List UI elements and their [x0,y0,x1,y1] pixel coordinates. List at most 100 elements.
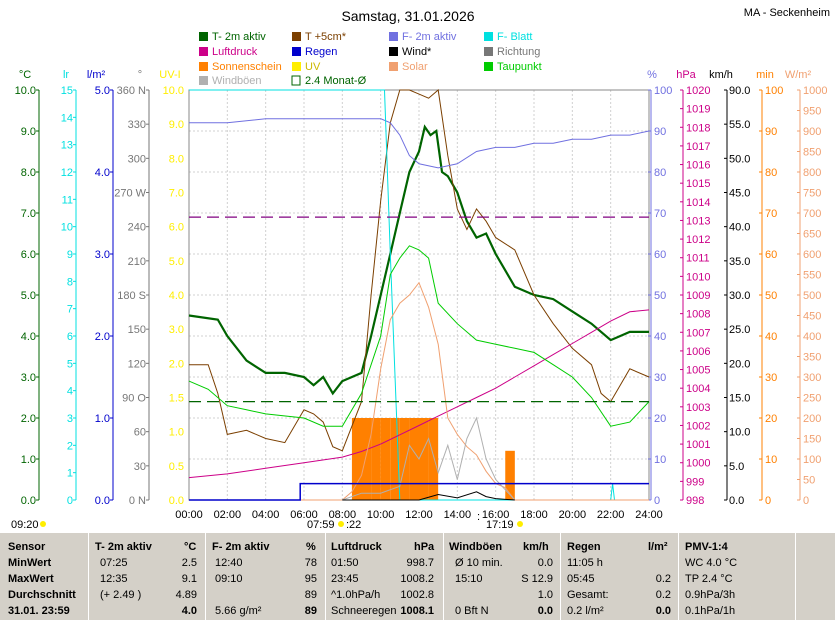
pressure-tick-label: 1004 [686,383,710,395]
summary-cell-w-time: Ø 10 min. [455,557,503,569]
axis-scales: 10.09.08.07.06.05.04.03.02.01.00.0151413… [15,69,828,521]
sunshine-bar [399,418,410,500]
time-tick-label: 06:00 [290,509,318,521]
pressure-tick-label: 1009 [686,290,710,302]
temperature-tick-label: 9.0 [21,126,36,138]
sunshine-minutes-tick-label: 60 [765,249,777,261]
summary-cell-p-val: 998.7 [406,557,434,569]
pressure-tick-label: 1006 [686,346,710,358]
axis-unit-label: °C [19,69,31,81]
moon-time-3: : [477,511,480,523]
legend-entry: Solar [389,61,428,73]
solar-radiation-tick-label: 750 [803,188,821,200]
legend-entry: Regen [292,46,337,58]
series-line-wind- [342,491,515,501]
rain-axis: 5.0 4.0 3.0 2.0 1.0 0.0 [95,85,114,507]
humidity-tick-label: 100 [654,85,672,97]
summary-cell-t-time: 07:25 [100,557,128,569]
axis-unit-label: W/m² [785,69,812,81]
column-divider [88,533,89,620]
legend-label: T +5cm* [305,31,347,43]
summary-cell-p-val: 1008.1 [400,605,434,617]
sunshine-bar [351,418,362,500]
humidity-tick-label: 30 [654,372,666,384]
temperature-tick-label: 0.0 [21,495,36,507]
legend-entry: Windböen [199,75,262,87]
solar-radiation-tick-label: 350 [803,352,821,364]
legend-swatch [484,47,493,56]
uv-index-tick-label: 4.0 [169,290,184,302]
wind-speed-tick-label: 40.0 [729,222,750,234]
uv-index-tick-label: 0.5 [169,461,184,473]
header-humidity: F- 2m aktiv [212,541,270,553]
pressure-tick-label: 1001 [686,439,710,451]
wind-direction-tick-label: 210 [128,256,146,268]
time-tick-label: 10:00 [367,509,395,521]
legend-swatch [292,62,301,71]
pressure-tick-label: 999 [686,476,704,488]
header-gusts-unit: km/h [523,541,549,553]
humidity-tick-label: 70 [654,208,666,220]
pressure-tick-label: 1013 [686,215,710,227]
pressure-tick-label: 1005 [686,365,710,377]
solar-radiation-tick-label: 600 [803,249,821,261]
uv-index-tick-label: 7.0 [169,188,184,200]
solar-radiation-tick-label: 250 [803,393,821,405]
rain-tick-label: 0.0 [95,495,110,507]
wind-direction-tick-label: 240 [128,222,146,234]
station-name: MA - Seckenheim [744,7,830,19]
column-divider [560,533,561,620]
wind-speed-tick-label: 0.0 [729,495,744,507]
moonrise-icon [40,521,46,527]
sunshine-bar [361,418,372,500]
sunshine-minutes-tick-label: 70 [765,208,777,220]
solar-radiation-tick-label: 400 [803,331,821,343]
sunshine-minutes-tick-label: 40 [765,331,777,343]
wind-speed-axis: 90.0 55.0 50.0 45.0 40.0 35.0 30.0 25.0 20.0 15.0… [724,85,750,507]
summary-cell-w-val: 0.0 [537,605,553,617]
summary-cell-h-val: 95 [304,573,317,585]
wind-direction-tick-label: 0 N [129,495,146,507]
pressure-tick-label: 1012 [686,234,710,246]
legend-entry: T +5cm* [292,31,347,43]
leaf-wetness-tick-label: 6 [67,331,73,343]
time-tick-label: 24:00 [635,509,663,521]
column-divider [795,533,796,620]
uv-index-tick-label: 8.0 [169,153,184,165]
legend-swatch [292,32,301,41]
pressure-tick-label: 1000 [686,458,710,470]
sunshine-bar [380,418,391,500]
summary-cell-t-time: (+ 2.49 ) [100,589,142,601]
axis-unit-label: % [647,69,657,81]
legend-entry: Sonnenschein [199,61,282,73]
pressure-tick-label: 1014 [686,197,710,209]
leaf-wetness-tick-label: 11 [62,194,73,206]
summary-cell-t-time: 12:35 [100,573,128,585]
legend-swatch [199,62,208,71]
leaf-wetness-tick-label: 3 [67,413,73,425]
sun-times: 09:20 07:59 :22 : 17:19 [11,511,523,531]
legend-label: Sonnenschein [212,61,282,73]
summary-cell-pmv: 0.9hPa/3h [685,589,736,601]
weather-chart: 10.09.08.07.06.05.04.03.02.01.00.0151413… [11,7,830,531]
solar-radiation-tick-label: 700 [803,208,821,220]
series-line-solar [189,281,649,501]
line-series [188,89,650,501]
legend-swatch [389,62,398,71]
summary-cell-w-time: 15:10 [455,573,483,585]
leaf-wetness-tick-label: 0 [67,495,73,507]
wind-direction-tick-label: 30 [134,461,146,473]
temperature-tick-label: 1.0 [21,454,36,466]
summary-cell-h-val: 78 [304,557,317,569]
axis-unit-label: lr [63,69,69,81]
summary-cell-t-val: 2.5 [181,557,197,569]
wind-direction-axis: 360 N 330 300 270 W 240 210 180 S 150 120 90 O 60 3… [114,85,150,507]
summary-cell-label: 31.01. 23:59 [8,605,70,617]
leaf-wetness-tick-label: 8 [67,276,73,288]
wind-speed-tick-label: 30.0 [729,290,750,302]
chart-title: Samstag, 31.01.2026 [341,8,474,24]
legend-swatch [484,62,493,71]
summary-cell-h-time: 5.66 g/m² [215,605,262,617]
temperature-tick-label: 8.0 [21,167,36,179]
leaf-wetness-tick-label: 12 [61,167,73,179]
